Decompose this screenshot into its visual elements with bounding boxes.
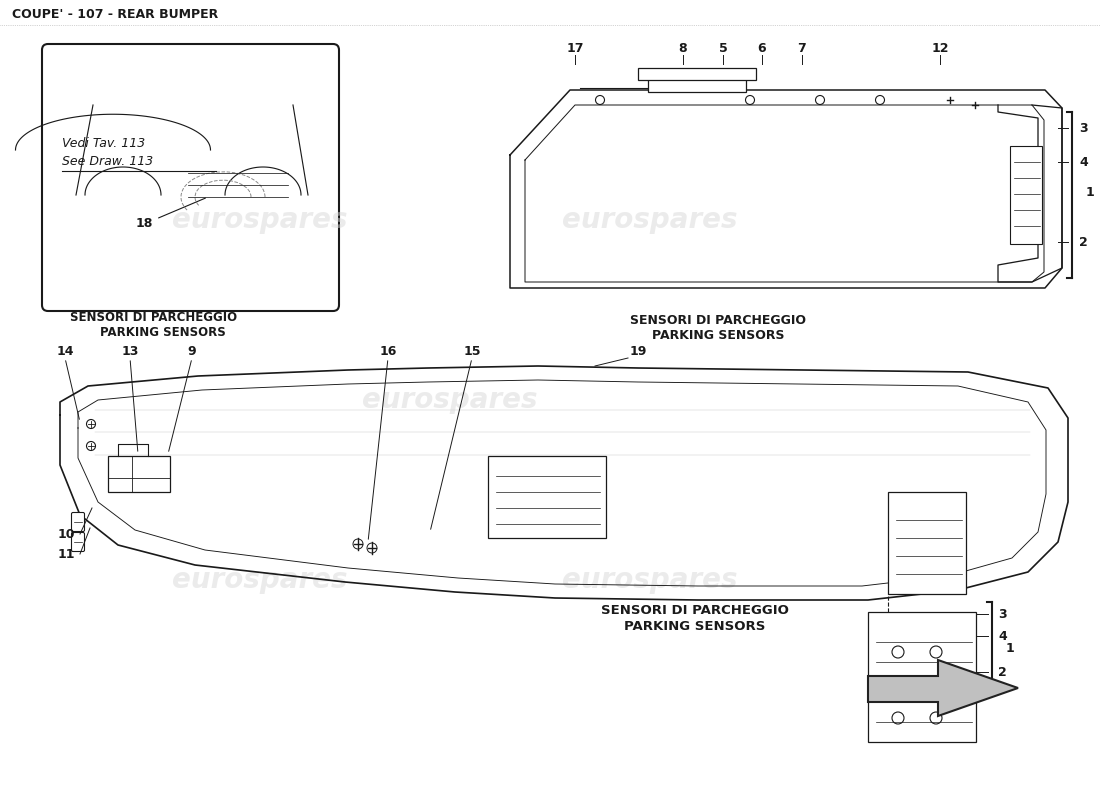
Bar: [108, 456, 170, 492]
Text: 17: 17: [566, 42, 584, 55]
Text: 2: 2: [1079, 235, 1088, 249]
Text: SENSORI DI PARCHEGGIO: SENSORI DI PARCHEGGIO: [70, 311, 238, 324]
Text: eurospares: eurospares: [562, 566, 738, 594]
Text: 19: 19: [629, 345, 647, 358]
Polygon shape: [868, 660, 1018, 716]
Text: 14: 14: [56, 345, 74, 358]
Text: 3: 3: [998, 607, 1006, 621]
Bar: [648, 76, 746, 92]
Text: SENSORI DI PARCHEGGIO: SENSORI DI PARCHEGGIO: [630, 314, 806, 327]
FancyBboxPatch shape: [42, 44, 339, 311]
Text: 13: 13: [121, 345, 139, 358]
Text: SENSORI DI PARCHEGGIO: SENSORI DI PARCHEGGIO: [601, 604, 789, 617]
Text: 18: 18: [136, 217, 153, 230]
Text: 7: 7: [798, 42, 806, 55]
Text: eurospares: eurospares: [173, 206, 348, 234]
Text: 10: 10: [58, 528, 76, 541]
Text: PARKING SENSORS: PARKING SENSORS: [100, 326, 226, 339]
Text: 15: 15: [463, 345, 481, 358]
Text: 11: 11: [58, 548, 76, 561]
Text: 9: 9: [188, 345, 196, 358]
Text: 16: 16: [379, 345, 397, 358]
Bar: [888, 492, 966, 594]
Text: 4: 4: [998, 630, 1006, 642]
Text: 2: 2: [998, 666, 1006, 678]
Text: 1: 1: [1086, 186, 1094, 198]
Text: See Draw. 113: See Draw. 113: [62, 155, 153, 168]
Text: 8: 8: [679, 42, 688, 55]
Bar: [1010, 146, 1042, 244]
Text: 6: 6: [758, 42, 767, 55]
FancyBboxPatch shape: [72, 533, 85, 551]
Text: eurospares: eurospares: [362, 386, 538, 414]
Text: PARKING SENSORS: PARKING SENSORS: [625, 620, 766, 633]
Bar: [488, 456, 606, 538]
Bar: [868, 612, 976, 742]
Text: 12: 12: [932, 42, 948, 55]
Text: Vedi Tav. 113: Vedi Tav. 113: [62, 137, 145, 150]
Text: 1: 1: [1006, 642, 1014, 654]
Text: 4: 4: [1079, 155, 1088, 169]
Text: PARKING SENSORS: PARKING SENSORS: [651, 329, 784, 342]
Text: 5: 5: [718, 42, 727, 55]
Text: eurospares: eurospares: [173, 566, 348, 594]
Text: COUPE' - 107 - REAR BUMPER: COUPE' - 107 - REAR BUMPER: [12, 8, 218, 21]
FancyBboxPatch shape: [72, 513, 85, 531]
Text: eurospares: eurospares: [562, 206, 738, 234]
Text: 3: 3: [1079, 122, 1088, 134]
Bar: [638, 68, 756, 80]
